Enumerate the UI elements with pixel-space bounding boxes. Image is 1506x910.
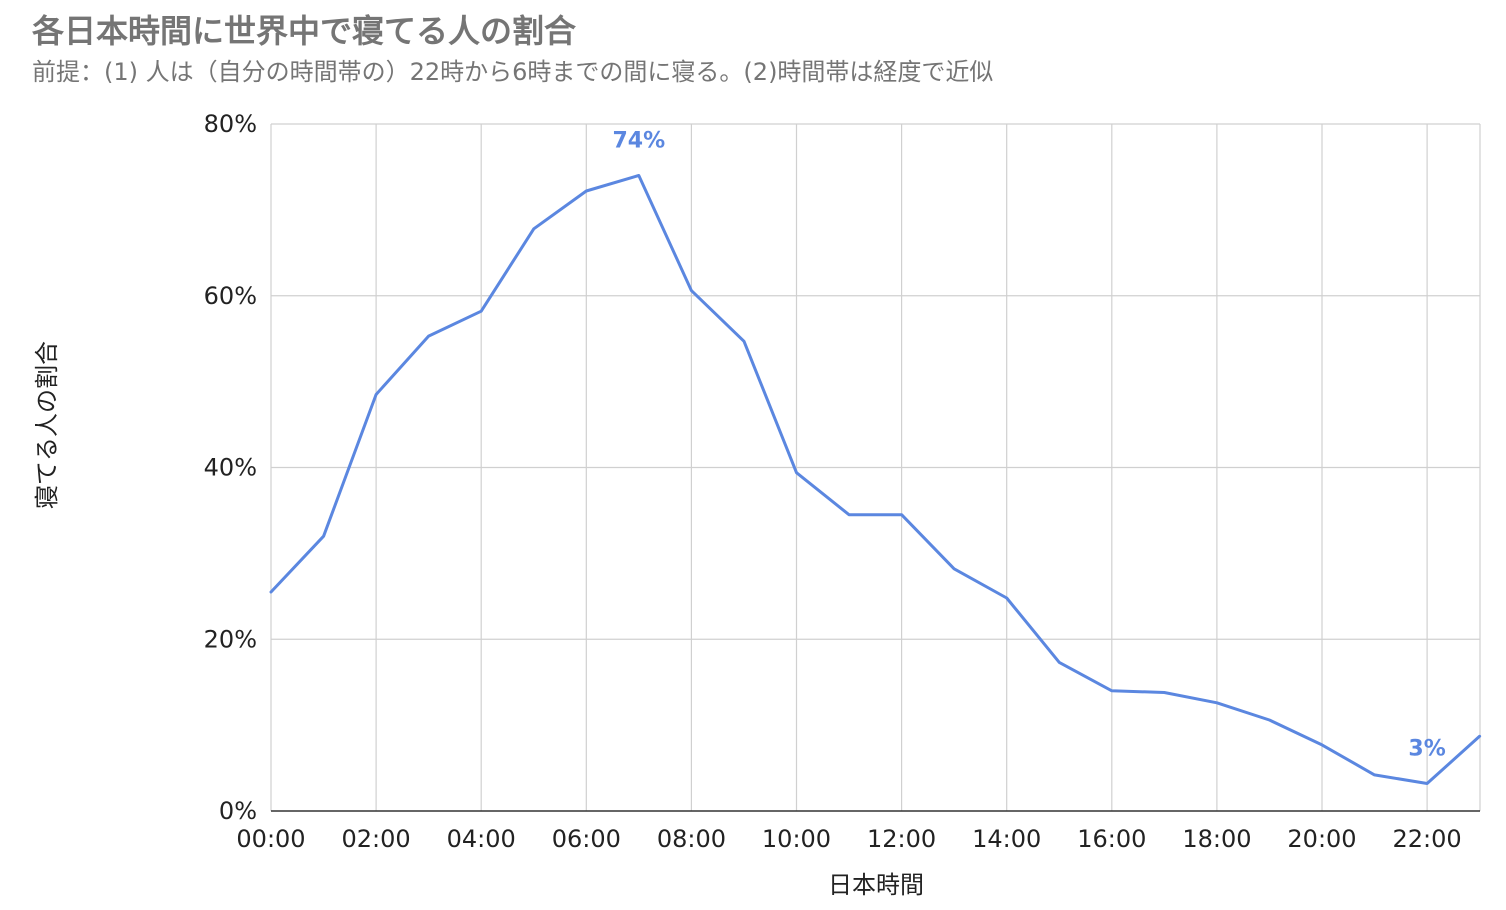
x-tick-label: 18:00 [1182,825,1251,853]
data-labels: 74% 3% [613,129,1446,762]
data-label: 3% [1408,737,1445,762]
y-tick-label: 80% [204,110,257,138]
x-tick-label: 10:00 [762,825,831,853]
chart-subtitle: 前提：(1) 人は（自分の時間帯の）22時から6時までの間に寝る。(2)時間帯は… [32,58,993,86]
y-axis-ticks: 0% 20% 40% 60% 80% [204,110,257,825]
series-line [269,174,1482,785]
y-axis-label: 寝てる人の割合 [33,341,61,509]
x-tick-label: 14:00 [972,825,1041,853]
x-tick-label: 04:00 [447,825,516,853]
x-tick-label: 00:00 [236,825,305,853]
y-tick-label: 0% [219,797,257,825]
y-tick-label: 20% [204,625,257,653]
x-tick-label: 16:00 [1077,825,1146,853]
grid [270,123,1481,812]
x-axis-label: 日本時間 [828,871,924,899]
y-tick-label: 60% [204,282,257,310]
x-tick-label: 08:00 [657,825,726,853]
chart-title: 各日本時間に世界中で寝てる人の割合 [32,12,576,50]
x-tick-label: 12:00 [867,825,936,853]
x-axis-ticks: 00:00 02:00 04:00 06:00 08:00 10:00 12:00 14:00… [236,825,1461,853]
x-tick-label: 06:00 [552,825,621,853]
data-label: 74% [613,129,666,154]
x-tick-label: 20:00 [1287,825,1356,853]
x-tick-label: 02:00 [342,825,411,853]
x-tick-label: 22:00 [1393,825,1462,853]
y-tick-label: 40% [204,454,257,482]
